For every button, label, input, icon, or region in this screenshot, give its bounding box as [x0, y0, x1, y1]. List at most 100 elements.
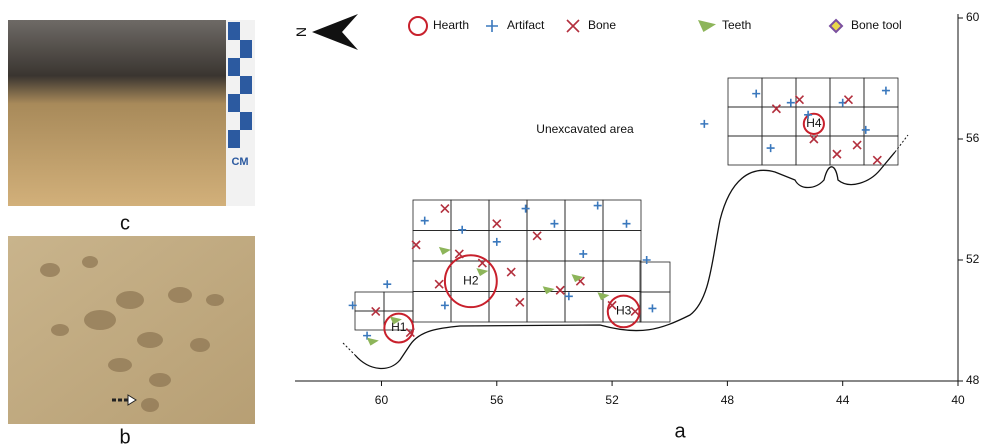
- artifact-point: [648, 304, 656, 312]
- artifact-point: [550, 220, 558, 228]
- artifact-point: [441, 301, 449, 309]
- bone-point: [556, 286, 564, 294]
- teeth-point: [543, 286, 555, 294]
- grid-cell: [489, 231, 527, 262]
- grid-cell: [640, 292, 670, 322]
- artifact-point: [349, 301, 357, 309]
- grid-cell: [864, 78, 898, 107]
- x-tick-label: 40: [951, 393, 965, 407]
- scale-label: CM: [231, 156, 248, 168]
- artifact-point: [787, 99, 795, 107]
- artifact-point: [752, 90, 760, 98]
- bone-point: [833, 150, 841, 158]
- hearth-label: H3: [616, 304, 632, 318]
- artifact-point: [643, 256, 651, 264]
- grid-cell: [864, 136, 898, 165]
- grid-cell: [413, 231, 451, 262]
- bone-point: [567, 20, 579, 32]
- bone-point: [795, 96, 803, 104]
- grid-cell: [603, 200, 641, 231]
- artifact-point: [565, 292, 573, 300]
- x-tick-label: 48: [721, 393, 735, 407]
- teeth-point: [367, 338, 379, 346]
- x-tick-label: 56: [490, 393, 504, 407]
- artifact-point: [882, 87, 890, 95]
- artifact-point: [421, 217, 429, 225]
- legend-label: Bone tool: [851, 18, 902, 32]
- north-arrow: [312, 14, 358, 50]
- grid-cell: [603, 261, 641, 292]
- artifact-point: [493, 238, 501, 246]
- artifact-point: [594, 202, 602, 210]
- bone-point: [455, 250, 463, 258]
- grid-cell: [355, 311, 384, 330]
- bone-point: [772, 105, 780, 113]
- grid-cell: [830, 107, 864, 136]
- boundary: [355, 152, 895, 368]
- legend-label: Bone: [588, 18, 616, 32]
- annotation: Unexcavated area: [536, 122, 634, 136]
- bone-point: [441, 205, 449, 213]
- grid-cell: [830, 136, 864, 165]
- grid-cell: [762, 136, 796, 165]
- artifact-point: [579, 250, 587, 258]
- photo-c: CM: [8, 20, 255, 206]
- panel-label: c: [120, 212, 130, 234]
- bone-tool-point: [830, 20, 842, 32]
- y-tick-label: 48: [966, 373, 980, 387]
- grid-cell: [527, 231, 565, 262]
- y-tick-label: 56: [966, 131, 980, 145]
- north-label: N: [293, 27, 309, 37]
- figure: CM c b H1H2H3H4 N Unexcavated area a 605…: [0, 0, 991, 448]
- artifact-point: [700, 120, 708, 128]
- legend-symbol: [409, 17, 427, 35]
- teeth-point: [597, 292, 609, 300]
- grid-cell: [451, 200, 489, 231]
- grid-cell: [728, 136, 762, 165]
- artifact-point: [767, 144, 775, 152]
- bone-point: [478, 259, 486, 267]
- y-tick-label: 60: [966, 10, 980, 24]
- photo-b: [8, 236, 255, 424]
- grid-cell: [489, 292, 527, 323]
- teeth-point: [698, 20, 716, 32]
- bone-point: [507, 268, 515, 276]
- grid-cell: [864, 107, 898, 136]
- artifact-point: [458, 226, 466, 234]
- bone-point: [873, 156, 881, 164]
- bone-point: [516, 298, 524, 306]
- grid-cell: [527, 292, 565, 323]
- legend-label: Teeth: [722, 18, 751, 32]
- bone-point: [533, 232, 541, 240]
- grid-cell: [384, 292, 413, 311]
- grid-cell: [728, 107, 762, 136]
- artifact-point: [522, 205, 530, 213]
- artifact-point: [862, 126, 870, 134]
- grid-cell: [527, 261, 565, 292]
- artifact-point: [623, 220, 631, 228]
- x-tick-label: 60: [375, 393, 389, 407]
- bone-point: [493, 220, 501, 228]
- x-tick-label: 44: [836, 393, 850, 407]
- grid-cell: [527, 200, 565, 231]
- panel-label: b: [119, 426, 130, 448]
- bone-point: [372, 307, 380, 315]
- artifact-point: [486, 20, 498, 32]
- hearth-label: H2: [463, 273, 479, 287]
- grid-cell: [830, 78, 864, 107]
- bone-point: [844, 96, 852, 104]
- legend-label: Hearth: [433, 18, 469, 32]
- grid-cell: [640, 262, 670, 292]
- artifact-point: [383, 280, 391, 288]
- y-tick-label: 52: [966, 252, 980, 266]
- legend-label: Artifact: [507, 18, 545, 32]
- grid-cell: [603, 231, 641, 262]
- bone-point: [853, 141, 861, 149]
- x-tick-label: 52: [605, 393, 619, 407]
- grid-cell: [565, 261, 603, 292]
- teeth-point: [439, 247, 451, 255]
- bone-point: [631, 307, 639, 315]
- panel-label: a: [674, 420, 686, 442]
- grid-cell: [413, 200, 451, 231]
- grid-cell: [796, 78, 830, 107]
